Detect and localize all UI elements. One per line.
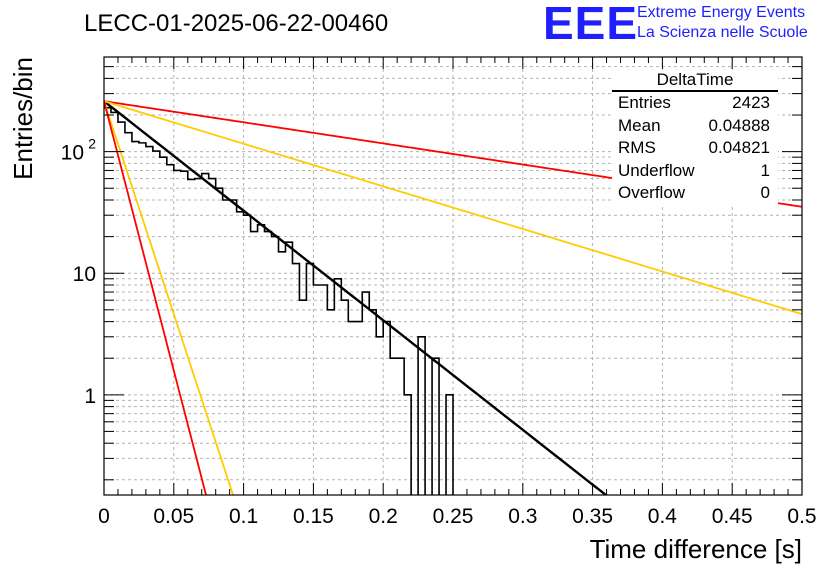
eee-logo-line1: Extreme Energy Events xyxy=(637,4,806,21)
stats-row-mean: Mean 0.04888 xyxy=(612,115,778,138)
y-tick-label-exponent: 2 xyxy=(88,136,96,152)
x-tick-label: 0.15 xyxy=(293,505,334,528)
eee-logo: EEE xyxy=(543,0,639,49)
stats-row-underflow: Underflow 1 xyxy=(612,160,778,183)
stats-label: RMS xyxy=(618,138,656,157)
stats-value: 0.04821 xyxy=(708,138,770,157)
fit-curve-3 xyxy=(104,100,235,495)
eee-logo-line2: La Scienza nelle Scuole xyxy=(637,24,808,41)
x-tick-label: 0.4 xyxy=(648,505,678,528)
stats-title: DeltaTime xyxy=(612,70,778,92)
stats-value: 0 xyxy=(760,183,770,202)
x-tick-label: 0.35 xyxy=(572,505,613,528)
fit-curve-0 xyxy=(104,100,608,495)
x-axis-title: Time difference [s] xyxy=(590,534,802,564)
stats-value: 1 xyxy=(760,160,770,180)
x-tick-label: 0.05 xyxy=(153,505,194,528)
stats-row-rms: RMS 0.04821 xyxy=(612,137,778,160)
stats-label: Entries xyxy=(618,93,671,112)
stats-label: Underflow xyxy=(618,160,695,180)
x-tick-label: 0.45 xyxy=(712,505,753,528)
stats-row-entries: Entries 2423 xyxy=(612,92,778,115)
histogram-line xyxy=(104,106,454,495)
x-tick-label: 0 xyxy=(98,505,110,528)
stats-label: Mean xyxy=(618,115,661,135)
fit-curve-4 xyxy=(104,100,207,495)
y-tick-label: 10 xyxy=(73,263,96,286)
x-tick-label: 0.25 xyxy=(433,505,474,528)
x-tick-label: 0.5 xyxy=(787,505,816,528)
run-title: LECC-01-2025-06-22-00460 xyxy=(84,10,389,37)
y-tick-label: 10 xyxy=(61,142,84,165)
x-tick-label: 0.2 xyxy=(369,505,398,528)
y-axis-title: Entries/bin xyxy=(8,57,38,180)
y-tick-label: 1 xyxy=(84,385,96,408)
stats-value: 0.04888 xyxy=(708,115,770,135)
x-tick-label: 0.3 xyxy=(508,505,537,528)
stats-box: DeltaTime Entries 2423 Mean 0.04888 RMS … xyxy=(612,70,778,205)
stats-label: Overflow xyxy=(618,183,686,202)
stats-value: 2423 xyxy=(732,93,770,112)
stats-row-overflow: Overflow 0 xyxy=(612,182,778,205)
x-tick-label: 0.1 xyxy=(229,505,258,528)
fit-curve-2 xyxy=(104,100,802,315)
